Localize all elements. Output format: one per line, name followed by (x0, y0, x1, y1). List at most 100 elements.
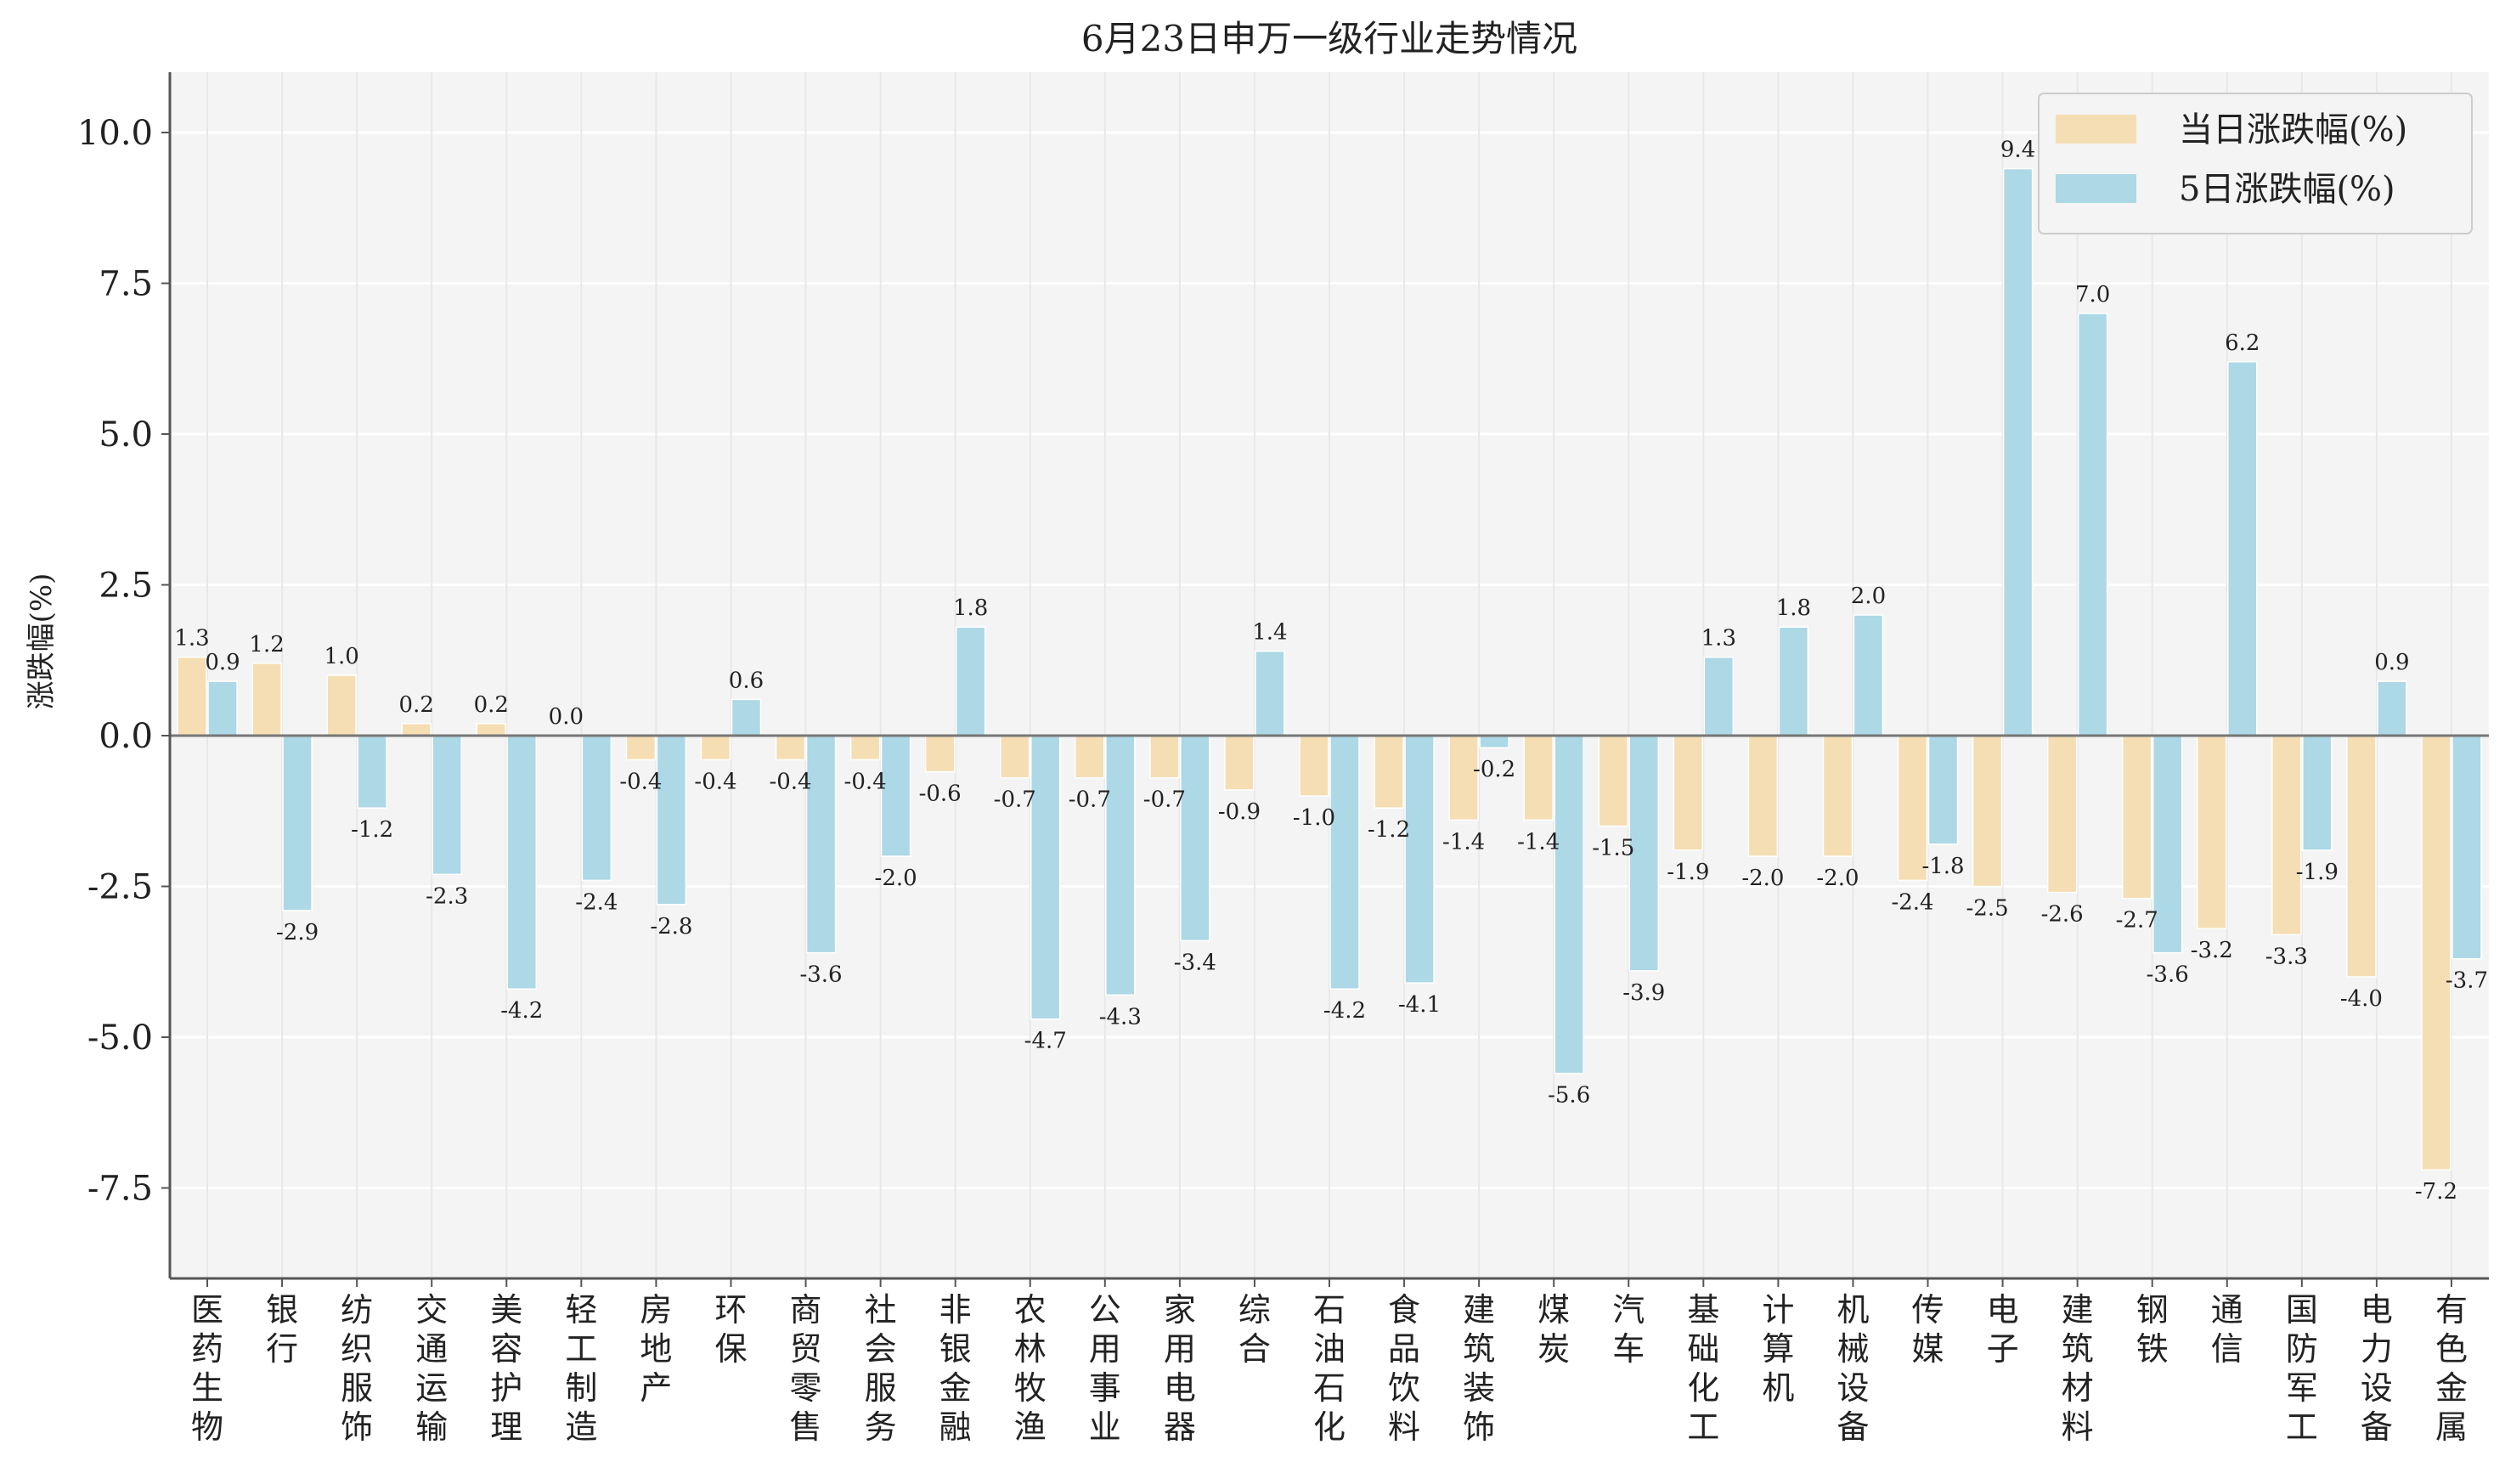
x-tick-label: 煤炭 (1537, 1291, 1570, 1368)
data-label-5day: -4.2 (1323, 998, 1366, 1024)
bar-5day (731, 698, 762, 736)
bar-5day (207, 680, 238, 736)
data-label-daily: -1.4 (1517, 829, 1560, 855)
x-tick-label: 轻工制造 (565, 1291, 597, 1446)
bar-5day (2451, 735, 2482, 960)
bar-5day (1554, 735, 1584, 1075)
data-label-5day: -4.1 (1398, 992, 1441, 1018)
legend-label-daily: 当日涨跌幅(%) (2179, 110, 2407, 150)
bar-5day (357, 735, 387, 809)
y-tick-label: -2.5 (87, 868, 153, 907)
data-label-daily: -3.2 (2191, 938, 2233, 963)
data-label-5day: 1.4 (1252, 620, 1287, 646)
data-label-5day: 0.6 (729, 668, 764, 693)
data-label-5day: -3.4 (1174, 950, 1216, 975)
bar-5day (955, 626, 986, 736)
data-label-5day: -2.9 (276, 920, 319, 945)
data-label-daily: -2.7 (2116, 908, 2158, 934)
data-label-daily: -1.0 (1293, 805, 1335, 831)
x-tick-label: 纺织服饰 (341, 1291, 373, 1446)
bar-daily (1673, 735, 1704, 851)
bar-daily (2121, 735, 2152, 900)
bar-daily (1149, 735, 1180, 779)
x-tick-label: 建筑材料 (2062, 1291, 2094, 1446)
x-tick-label: 综合 (1238, 1291, 1271, 1368)
bar-daily (476, 723, 507, 736)
data-label-daily: -1.4 (1442, 829, 1485, 855)
x-tick-label: 电子 (1987, 1291, 2019, 1368)
data-label-daily: 0.2 (474, 692, 509, 718)
bar-5day (1927, 735, 1959, 845)
data-label-5day: -4.3 (1099, 1004, 1142, 1030)
bar-daily (1075, 735, 1105, 779)
data-label-daily: 0.0 (549, 704, 584, 730)
bar-daily (1972, 735, 2003, 888)
data-label-daily: -0.4 (619, 769, 662, 794)
y-tick-label: 10.0 (77, 114, 153, 153)
bar-5day (2302, 735, 2333, 851)
x-tick-label: 家用电器 (1164, 1291, 1196, 1446)
x-tick-label: 食品饮料 (1388, 1291, 1420, 1446)
x-tick-label: 医药生物 (191, 1291, 223, 1446)
x-tick-label: 通信 (2211, 1291, 2243, 1368)
bar-5day (506, 735, 538, 990)
chart-title: 6月23日申万一级行业走势情况 (1081, 18, 1577, 59)
x-tick-label: 非银金融 (939, 1291, 972, 1446)
x-tick-label: 有色金属 (2435, 1291, 2468, 1446)
axes-layer: 10.0 7.5 5.0 2.5 0.0 -2.5 -5.0 -7.5 医药生物 银行 纺织服饰 交通… (77, 72, 2489, 1446)
legend: 当日涨跌幅(%) 5日涨跌幅(%) (2038, 93, 2473, 234)
data-label-5day: -3.6 (2147, 962, 2189, 988)
x-tick-label: 电力设备 (2361, 1291, 2393, 1446)
data-label-5day: 1.8 (1776, 595, 1811, 621)
data-label-5day: 6.2 (2225, 330, 2260, 356)
data-label-5day: -1.2 (351, 817, 393, 843)
x-tick-label: 计算机 (1762, 1291, 1794, 1407)
x-tick-label: 美容护理 (490, 1291, 522, 1446)
y-tick-label: 5.0 (99, 415, 153, 454)
bar-daily (1224, 735, 1255, 791)
bar-5day (1030, 735, 1061, 1020)
data-label-daily: -0.7 (1069, 787, 1111, 813)
bar-daily (1523, 735, 1554, 821)
x-tick-label: 汽车 (1612, 1291, 1645, 1368)
data-label-5day: -2.8 (650, 914, 692, 939)
bar-daily (775, 735, 806, 761)
data-label-5day: -3.7 (2446, 968, 2488, 994)
x-tick-label: 环保 (714, 1291, 747, 1368)
data-label-daily: -4.0 (2340, 986, 2383, 1012)
data-label-daily: -1.2 (1368, 817, 1410, 843)
data-label-5day: -1.9 (2296, 860, 2339, 885)
legend-swatch-5day (2056, 174, 2136, 203)
y-axis-label: 涨跌幅(%) (25, 573, 59, 710)
bar-5day (1628, 735, 1660, 972)
bar-5day (1778, 626, 1809, 736)
data-label-daily: -0.9 (1218, 799, 1261, 825)
data-label-5day: -2.3 (426, 883, 468, 909)
bar-5day (2152, 735, 2183, 954)
data-label-daily: -3.3 (2265, 944, 2308, 969)
bar-5day (1255, 650, 1285, 736)
data-label-daily: -2.0 (1816, 866, 1859, 891)
legend-label-5day: 5日涨跌幅(%) (2179, 170, 2395, 209)
bar-5day (282, 735, 313, 911)
data-label-5day: -4.2 (500, 998, 543, 1024)
data-label-5day: 2.0 (1851, 584, 1886, 609)
x-tick-label: 石油石化 (1313, 1291, 1346, 1446)
data-label-5day: 0.9 (205, 650, 240, 675)
data-label-daily: -7.2 (2415, 1179, 2457, 1205)
bar-daily (1299, 735, 1329, 797)
x-tick-label: 房地产 (640, 1291, 672, 1407)
data-label-5day: 1.8 (953, 595, 988, 621)
data-label-daily: -0.4 (844, 769, 887, 794)
bar-daily (1598, 735, 1629, 827)
bar-5day (805, 735, 837, 954)
bar-daily (2346, 735, 2377, 978)
bar-daily (625, 735, 657, 761)
data-label-5day: -2.0 (875, 866, 917, 891)
bar-daily (1448, 735, 1479, 821)
bar-5day (656, 735, 687, 906)
bar-5day (1105, 735, 1136, 996)
bar-5day (1853, 614, 1884, 736)
x-tick-label: 商贸零售 (790, 1291, 822, 1446)
